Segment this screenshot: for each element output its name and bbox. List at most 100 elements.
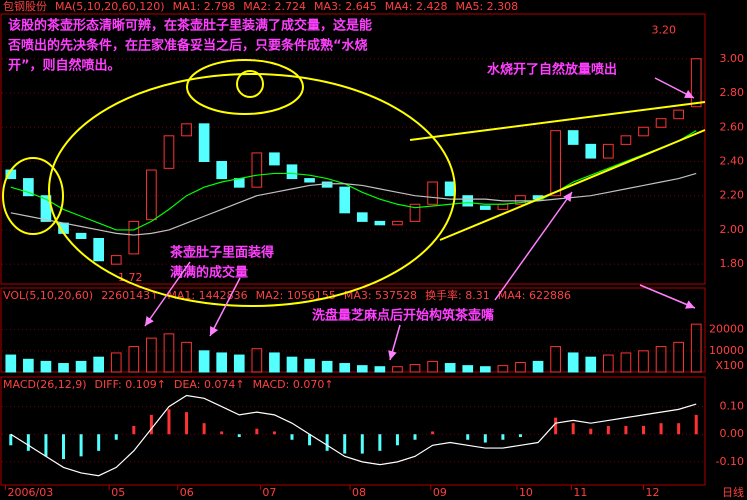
candle	[286, 164, 298, 180]
candle	[128, 220, 140, 255]
ellipse	[2, 157, 64, 235]
x-tick-label: 05	[111, 486, 125, 499]
ellipse	[186, 59, 304, 115]
arrow	[388, 324, 401, 361]
volume-frame	[0, 287, 706, 373]
header-label: MA1: 1442836	[167, 289, 247, 302]
arrow	[144, 261, 191, 327]
y-tick-label: 3.00	[720, 52, 745, 65]
candle	[655, 118, 667, 128]
volume-bar	[5, 354, 17, 373]
candle	[409, 203, 421, 222]
volume-bar	[198, 350, 210, 373]
volume-bar	[515, 361, 526, 373]
candle	[374, 220, 386, 226]
volume-bar	[567, 352, 579, 373]
price-frame	[0, 13, 706, 285]
header-label: 包钢股份	[3, 0, 47, 13]
volume-bar	[392, 366, 403, 373]
candle	[233, 178, 245, 188]
header-label: MA1: 2.798	[173, 0, 236, 13]
y-tick-label: 2.40	[720, 154, 745, 167]
x-tick-label: 11	[573, 486, 587, 499]
y-tick-label: 2.20	[720, 189, 745, 202]
annotation-shapes	[2, 59, 706, 361]
volume-bar	[269, 352, 280, 373]
y-tick-label: 20000	[709, 323, 744, 336]
arrow	[654, 77, 695, 99]
header-label: DEA: 0.074↑	[174, 378, 245, 391]
volume-bar	[497, 365, 509, 373]
volume-bar	[93, 356, 104, 373]
volume-bar	[638, 350, 649, 373]
volume-bar	[690, 323, 702, 373]
volume-bar	[75, 360, 87, 373]
header-label: MACD(26,12,9)	[3, 378, 87, 391]
y-tick-label: 2.00	[720, 223, 745, 236]
ellipse	[48, 73, 456, 307]
candle	[638, 126, 649, 137]
candle	[462, 195, 474, 207]
volume-bar	[339, 363, 351, 373]
header-label: 换手率: 8.31	[425, 288, 490, 302]
header-label: MA2: 1056155	[256, 289, 336, 302]
candle	[23, 178, 34, 197]
volume-bar	[462, 365, 474, 373]
header-label: MA4: 622886	[498, 289, 571, 302]
volume-bar	[304, 358, 315, 373]
period-label: 日线	[722, 485, 744, 499]
annotation: 水烧开了自然放量喷出	[487, 62, 617, 78]
volume-bar	[620, 352, 632, 373]
candle	[163, 135, 175, 169]
annotation: 洗盘量芝麻点后开始构筑茶壶嘴	[312, 308, 494, 324]
candle	[75, 232, 87, 240]
candle	[356, 212, 368, 222]
x-tick-label: 06	[180, 486, 194, 499]
volume-bar	[23, 358, 34, 373]
x-tick-label: 2006/03	[8, 486, 54, 499]
annotation: 该股的茶壶形态清晰可辨，在茶壶肚子里装满了成交量，这是能	[8, 18, 372, 34]
candle	[146, 169, 157, 221]
candle	[497, 203, 509, 210]
volume-bar	[374, 366, 386, 373]
x-tick-label: 10	[519, 486, 533, 499]
candle	[216, 160, 228, 180]
volume-bar	[427, 360, 438, 373]
volume-bar	[444, 363, 456, 373]
y-tick-label: 2.60	[720, 120, 745, 133]
candle	[304, 178, 315, 183]
header-label: DIFF: 0.109↑	[95, 378, 166, 391]
x-tick-label: 09	[433, 486, 447, 499]
header-label: MA3: 537528	[344, 289, 417, 302]
y-tick-label: 0.10	[720, 400, 745, 413]
candle	[567, 130, 579, 145]
annotation: 开”，则自然喷出。	[8, 58, 121, 74]
candle	[673, 109, 684, 120]
macd-frame	[0, 376, 706, 486]
candle	[690, 58, 702, 108]
candle	[339, 186, 351, 214]
volume-bar	[40, 360, 52, 373]
annotation: 满满的成交量	[170, 265, 248, 281]
volume-bar	[673, 341, 684, 373]
diff-line	[10, 394, 697, 477]
volume-bar	[532, 360, 544, 373]
candle	[251, 152, 263, 188]
x-tick-label: 12	[645, 486, 659, 499]
circle	[236, 70, 264, 98]
y-tick-label: -0.10	[716, 455, 744, 468]
arrow	[494, 191, 573, 301]
header-label: MA4: 2.428	[385, 0, 448, 13]
volume-bar	[550, 346, 561, 373]
volume-bar	[356, 365, 368, 373]
annotation: 否喷出的先决条件，在庄家准备妥当之后，只要条件成熟“水烧	[7, 38, 368, 54]
header-label: MACD: 0.070↑	[253, 378, 334, 391]
y-tick-label: 1.80	[720, 257, 745, 270]
candle	[198, 123, 210, 162]
header-label: MA2: 2.724	[243, 0, 306, 13]
volume-bar	[251, 348, 263, 373]
volume-bar	[479, 366, 491, 373]
header-label: MA5: 2.308	[455, 0, 518, 13]
